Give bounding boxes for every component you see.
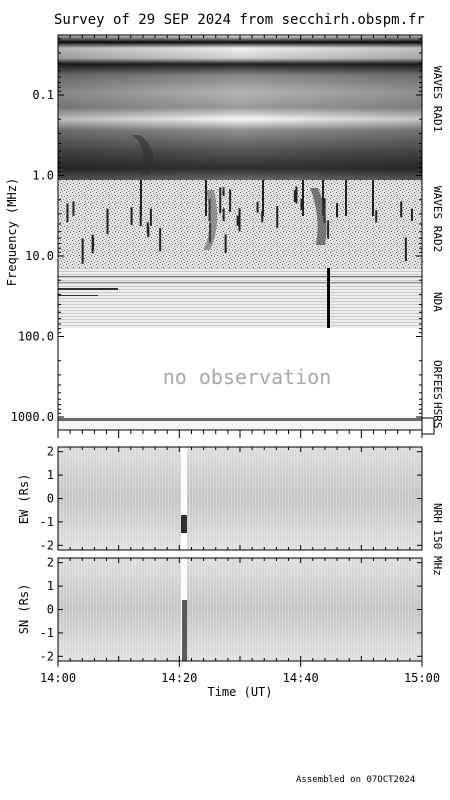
rad2-burst-mark	[229, 189, 232, 212]
orfees-band	[58, 328, 422, 416]
time-axis-label: Time (UT)	[207, 685, 272, 699]
rad2-burst-mark	[410, 208, 413, 221]
rad1-drift-burst	[132, 135, 154, 175]
nrh-tick-label: 0	[47, 492, 54, 506]
rad2-burst-mark	[322, 180, 324, 216]
rad2-burst-mark	[224, 234, 227, 253]
rad2-burst-mark	[149, 208, 152, 226]
rad2-burst-mark	[140, 180, 142, 216]
hsrs-bracket	[421, 417, 435, 435]
freq-tick-label: 1.0	[32, 169, 54, 183]
assembled-footer: Assembled on 07OCT2024	[296, 775, 415, 785]
sn-axis-label: SN (Rs)	[17, 584, 31, 635]
rad2-burst-mark	[81, 238, 84, 264]
rad2-burst-mark	[222, 208, 225, 222]
nrh-ew-panel	[57, 446, 423, 551]
chart-title: Survey of 29 SEP 2024 from secchirh.obsp…	[54, 12, 425, 28]
rad2-burst-mark	[238, 208, 241, 232]
nda-band-line	[58, 288, 118, 290]
rad2-burst-mark	[261, 211, 264, 223]
rad2-burst-mark	[92, 237, 95, 250]
nrh-tick-label: -1	[40, 626, 54, 640]
rad2-burst-mark	[400, 201, 403, 218]
time-tick-label: 14:40	[283, 671, 319, 685]
rad2-burst-mark	[147, 226, 150, 237]
rad2-burst-mark	[219, 187, 222, 214]
rad2-burst-mark	[130, 207, 133, 226]
rad2-burst-mark	[106, 208, 109, 234]
sn-stripes	[58, 558, 422, 661]
nrh-tick-label: -2	[40, 649, 54, 663]
sn-axis: 2 1 0 -1 -2	[40, 556, 422, 663]
rad2-burst-mark	[336, 203, 339, 218]
sn-flare-source	[182, 600, 187, 661]
nrh-tick-label: -2	[40, 538, 54, 552]
nrh-tick-label: 2	[47, 445, 54, 459]
nda-band-line	[58, 295, 98, 296]
rad2-burst-mark	[293, 190, 296, 203]
freq-tick-label: 1000.0	[11, 410, 54, 424]
label-waves-rad1: WAVES RAD1	[431, 66, 444, 132]
rad2-burst-mark	[327, 220, 330, 239]
nda-burst-mark	[327, 268, 330, 328]
rad2-burst-mark	[222, 187, 225, 197]
rad2-burst-mark	[404, 237, 407, 262]
rad2-drift-burst	[310, 188, 327, 245]
time-axis: 14:00 14:20 14:40 15:00	[40, 35, 440, 685]
rad2-burst-mark	[236, 215, 239, 226]
ew-axis: 2 1 0 -1 -2	[40, 445, 422, 552]
label-waves-rad2: WAVES RAD2	[431, 186, 444, 252]
nrh-tick-label: 0	[47, 603, 54, 617]
time-tick-label: 14:20	[161, 671, 197, 685]
ew-stripes	[58, 447, 422, 550]
nrh-tick-label: 1	[47, 579, 54, 593]
rad2-burst-mark	[302, 180, 304, 216]
rad2-bursts	[66, 135, 413, 264]
hsrs-trace	[58, 418, 422, 421]
frequency-axis: 0.1 1.0 10.0 100.0 1000.0	[11, 38, 422, 424]
time-tick-label: 15:00	[404, 671, 440, 685]
dynamic-spectrum-panel: no observation	[57, 34, 423, 431]
nrh-sn-panel	[57, 557, 423, 662]
ew-flare-bright	[181, 447, 187, 550]
freq-tick-label: 100.0	[18, 330, 54, 344]
ew-flare-source	[181, 515, 187, 533]
nda-band-line	[58, 276, 422, 277]
rad2-burst-mark	[295, 186, 298, 204]
rad2-burst-mark	[372, 180, 374, 216]
rad2-burst-mark	[205, 180, 207, 216]
rad2-burst-mark	[262, 180, 264, 216]
nda-band	[58, 268, 422, 328]
rad2-burst-mark	[72, 201, 75, 216]
nda-band-line	[58, 282, 422, 283]
rad1-band-shading	[58, 35, 422, 180]
rad2-burst-mark	[375, 210, 378, 223]
nrh-tick-label: 1	[47, 468, 54, 482]
rad2-drift-burst	[204, 190, 218, 250]
freq-tick-label: 10.0	[25, 249, 54, 263]
freq-tick-label: 0.1	[32, 88, 54, 102]
label-nda: NDA	[431, 292, 444, 312]
frequency-axis-label: Frequency (MHz)	[5, 178, 19, 286]
rad2-burst-mark	[66, 203, 69, 223]
rad2-burst-mark	[300, 198, 303, 210]
rad2-burst-mark	[345, 180, 347, 216]
nrh-label: NRH 150 MHz	[431, 503, 444, 576]
rad2-burst-mark	[276, 206, 279, 228]
label-hsrs: HSRS	[431, 402, 444, 429]
no-observation-label: no observation	[163, 365, 332, 389]
rad2-burst-mark	[159, 227, 162, 252]
rad2-burst-mark	[256, 201, 259, 213]
nda-features	[58, 268, 422, 328]
label-orfees: ORFEES	[431, 360, 444, 400]
time-tick-label: 14:00	[40, 671, 76, 685]
ew-axis-label: EW (Rs)	[17, 474, 31, 525]
nrh-tick-label: 2	[47, 556, 54, 570]
instrument-labels: WAVES RAD1 WAVES RAD2 NDA ORFEES HSRS	[431, 66, 444, 429]
nrh-tick-label: -1	[40, 515, 54, 529]
